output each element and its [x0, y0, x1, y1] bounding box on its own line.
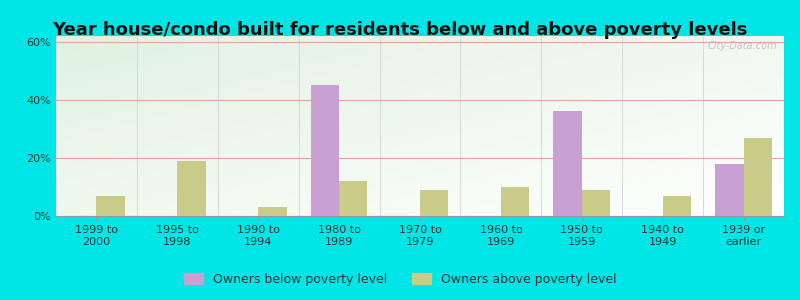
Bar: [178, 161, 206, 216]
Bar: [662, 196, 691, 216]
Bar: [311, 85, 339, 216]
Bar: [420, 190, 448, 216]
Text: Year house/condo built for residents below and above poverty levels: Year house/condo built for residents bel…: [52, 21, 748, 39]
Bar: [554, 112, 582, 216]
Legend: Owners below poverty level, Owners above poverty level: Owners below poverty level, Owners above…: [179, 268, 621, 291]
Bar: [715, 164, 743, 216]
Text: City-Data.com: City-Data.com: [707, 41, 777, 51]
Bar: [501, 187, 530, 216]
Bar: [582, 190, 610, 216]
Bar: [97, 196, 125, 216]
Bar: [743, 138, 772, 216]
Bar: [339, 181, 367, 216]
Bar: [258, 207, 286, 216]
